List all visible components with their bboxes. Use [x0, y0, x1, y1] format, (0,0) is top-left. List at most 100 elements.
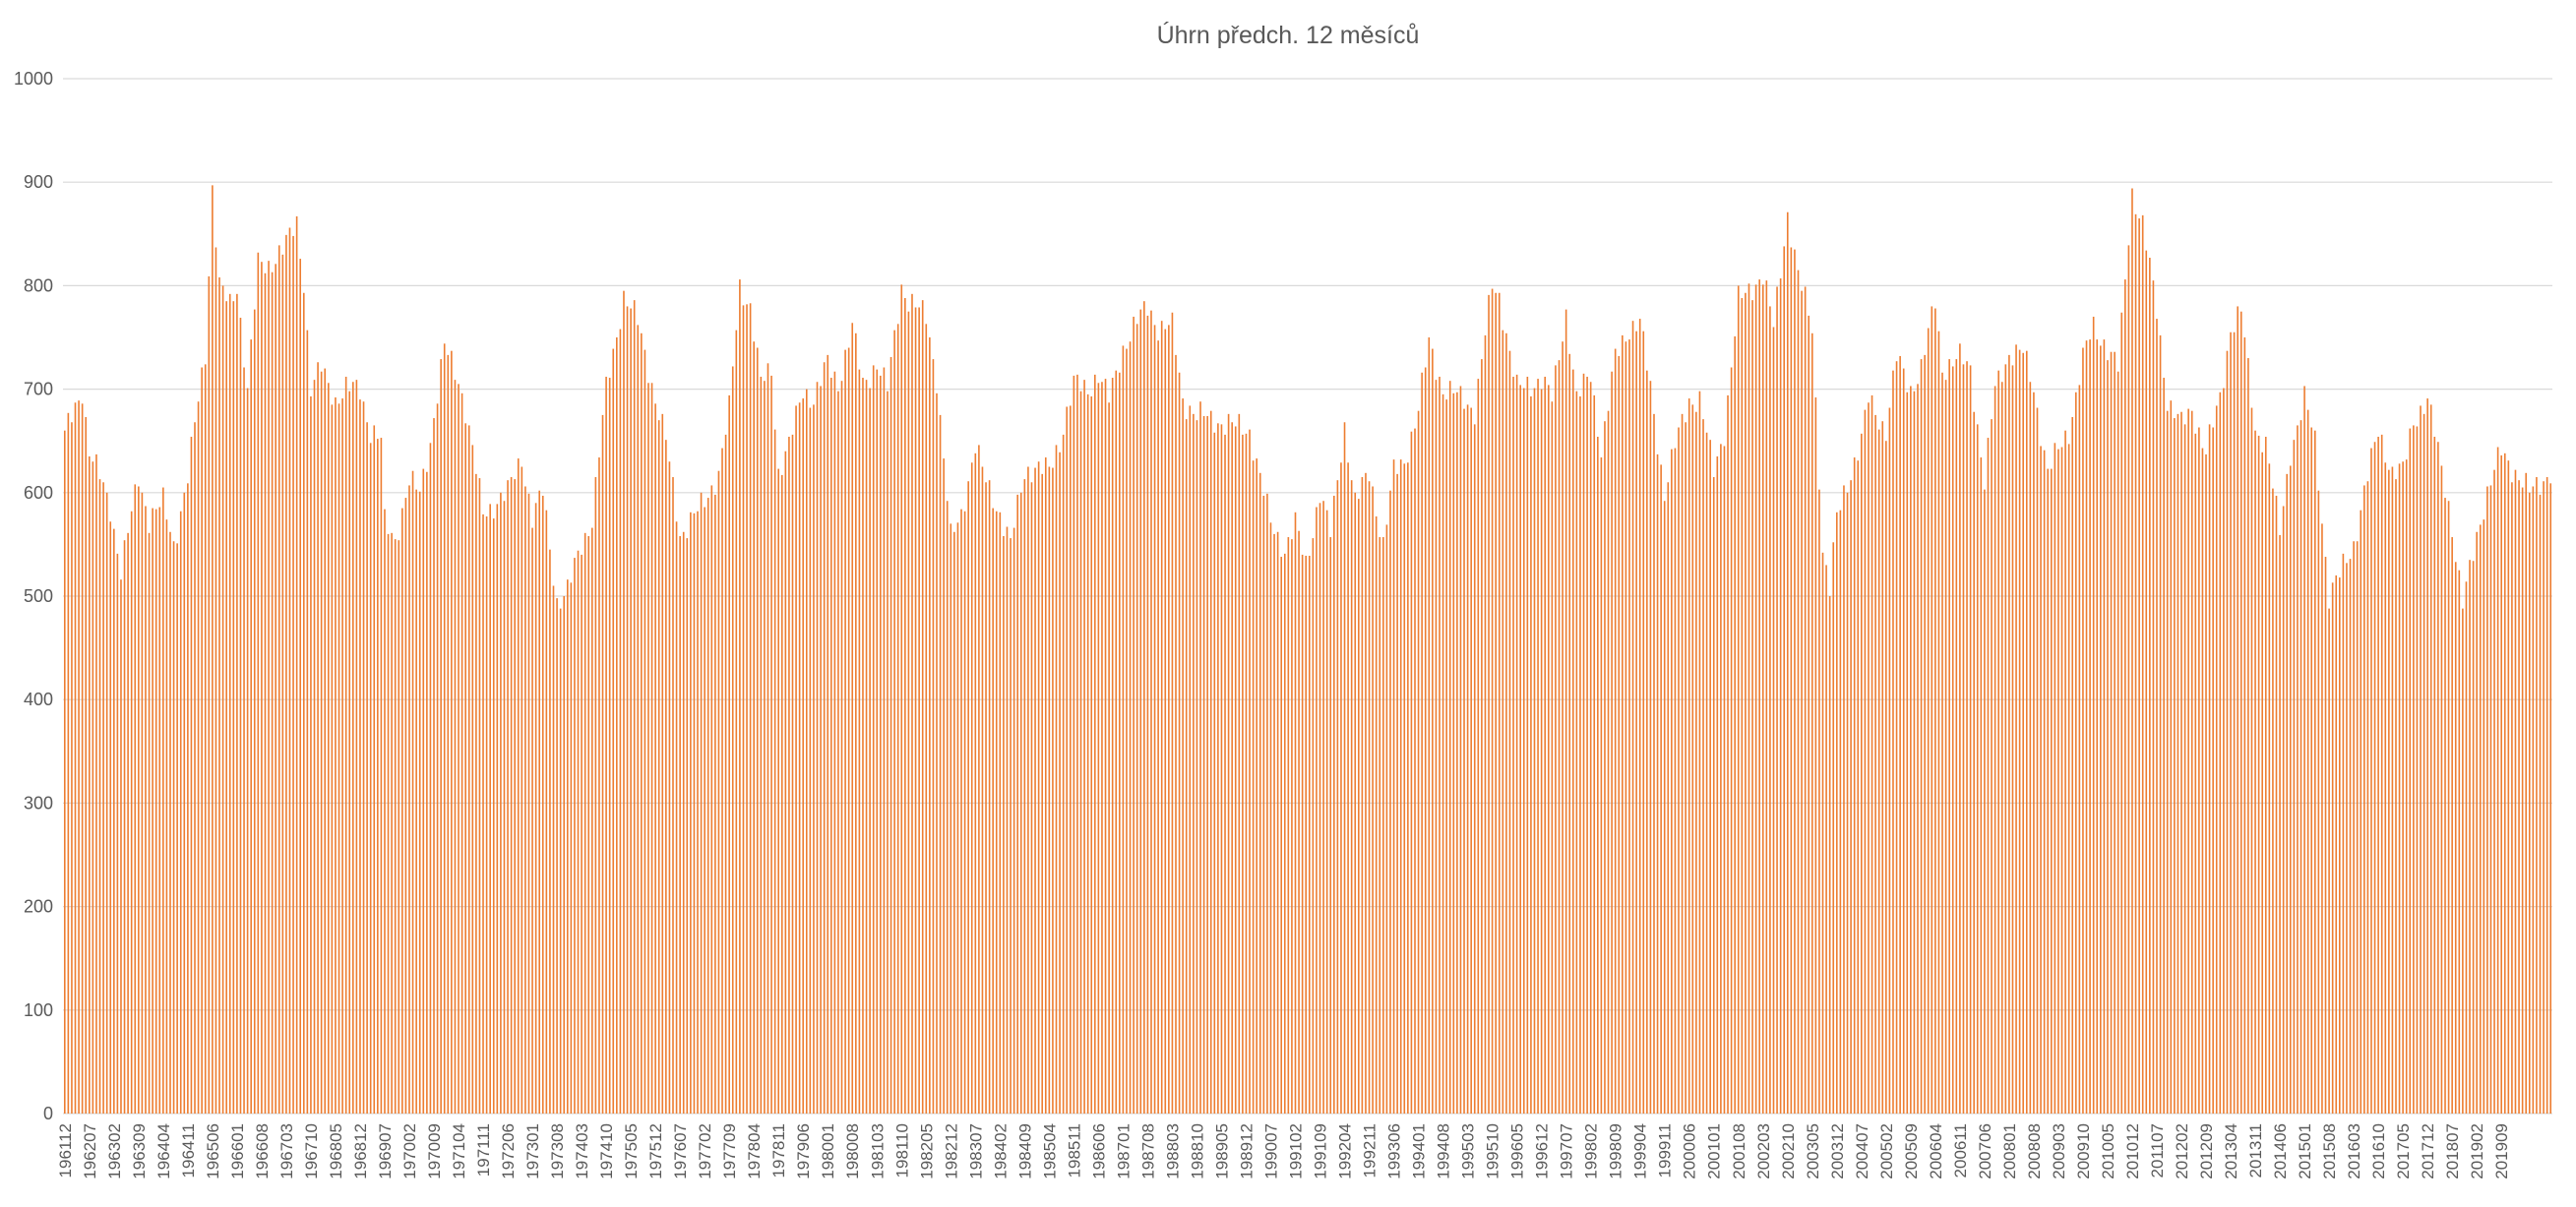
x-tick-label: 197308: [548, 1123, 567, 1179]
bar-200308: [1821, 552, 1824, 1114]
bar-196901: [362, 401, 365, 1115]
bar-201412: [2300, 420, 2302, 1114]
bar-199308: [1399, 459, 1402, 1114]
bar-201701: [2388, 469, 2390, 1114]
bar-201904: [2483, 519, 2485, 1114]
bar-198112: [907, 311, 910, 1114]
x-tick-label: 198905: [1212, 1123, 1231, 1179]
bar-198909: [1234, 426, 1237, 1115]
bar-196909: [391, 532, 393, 1114]
bar-200201: [1754, 284, 1757, 1115]
x-tick-label: 199510: [1484, 1123, 1503, 1179]
bar-196304: [120, 579, 122, 1114]
bar-196402: [154, 509, 157, 1114]
bar-200708: [1991, 419, 1993, 1114]
bar-198801: [1164, 329, 1167, 1115]
bar-196809: [348, 391, 351, 1114]
bar-197910: [816, 382, 819, 1114]
bar-197712: [739, 279, 741, 1115]
bar-199302: [1379, 537, 1381, 1114]
bar-198003: [833, 371, 836, 1115]
bar-196706: [295, 215, 298, 1115]
x-tick-label: 199911: [1656, 1123, 1675, 1177]
bar-198009: [855, 332, 857, 1114]
bar-201508: [2328, 608, 2330, 1114]
bar-196805: [335, 397, 337, 1114]
bar-201908: [2496, 447, 2499, 1114]
x-tick-label: 200604: [1927, 1123, 1945, 1179]
x-tick-label: 199809: [1607, 1123, 1625, 1179]
bar-201302: [2223, 388, 2225, 1114]
bar-197505: [630, 308, 632, 1114]
bar-200311: [1832, 542, 1835, 1114]
bar-197703: [706, 498, 709, 1114]
bar-199501: [1459, 386, 1462, 1114]
bar-197603: [665, 440, 667, 1114]
bar-201802: [2433, 436, 2436, 1114]
bar-199004: [1258, 472, 1261, 1114]
bar-201107: [2156, 319, 2158, 1114]
bar-199905: [1642, 331, 1645, 1114]
bar-196404: [162, 487, 164, 1114]
bar-199508: [1484, 334, 1487, 1114]
bar-201806: [2447, 501, 2450, 1115]
bar-197508: [641, 332, 643, 1114]
bar-201108: [2159, 334, 2162, 1114]
bar-200404: [1850, 480, 1852, 1114]
bar-197111: [482, 513, 484, 1114]
bar-196307: [130, 511, 133, 1114]
bar-201006: [2110, 351, 2113, 1115]
bar-200504: [1892, 370, 1894, 1114]
bar-200205: [1769, 306, 1771, 1114]
bar-199207: [1354, 492, 1357, 1114]
bar-196303: [116, 553, 119, 1114]
bar-200608: [1948, 359, 1950, 1115]
bar-198201: [911, 293, 913, 1114]
bar-197110: [478, 478, 481, 1114]
bar-199109: [1319, 503, 1321, 1114]
bar-200701: [1966, 361, 1968, 1114]
bar-198512: [1076, 374, 1078, 1114]
bar-198007: [847, 347, 850, 1114]
bar-201008: [2116, 371, 2119, 1115]
x-tick-label: 196710: [302, 1123, 321, 1179]
bar-201209: [2205, 453, 2207, 1114]
bar-200506: [1899, 355, 1901, 1114]
bar-198403: [1003, 535, 1005, 1114]
bar-198605: [1094, 374, 1096, 1114]
y-tick-label: 100: [24, 1000, 53, 1020]
bar-200011: [1705, 432, 1708, 1114]
bar-196708: [302, 292, 305, 1114]
bar-197311: [566, 579, 569, 1114]
bar-200303: [1804, 286, 1807, 1114]
bar-201002: [2096, 339, 2099, 1115]
bar-199009: [1276, 531, 1279, 1114]
bar-196603: [243, 367, 245, 1114]
bar-200309: [1825, 565, 1827, 1114]
bar-201602: [2349, 559, 2352, 1114]
bar-199505: [1473, 424, 1476, 1114]
bar-200212: [1794, 249, 1796, 1114]
x-tick-label: 198708: [1138, 1123, 1157, 1179]
bar-201007: [2114, 351, 2116, 1115]
bar-198011: [862, 378, 864, 1114]
bar-198811: [1199, 401, 1201, 1115]
bar-198901: [1206, 415, 1208, 1114]
x-tick-label: 198511: [1065, 1123, 1083, 1177]
bar-196305: [123, 540, 126, 1114]
bar-201911: [2507, 460, 2510, 1114]
bar-199306: [1392, 459, 1395, 1114]
bar-197807: [764, 381, 766, 1114]
bar-196208: [92, 461, 94, 1114]
x-tick-label: 201501: [2296, 1123, 2314, 1179]
x-tick-label: 197811: [769, 1123, 788, 1177]
bar-196505: [208, 275, 211, 1114]
x-tick-label: 198912: [1237, 1123, 1256, 1179]
bar-199507: [1481, 359, 1483, 1115]
bar-200401: [1839, 510, 1842, 1114]
bar-201502: [2306, 409, 2309, 1114]
bar-200903: [2057, 449, 2059, 1114]
bar-198102: [872, 365, 875, 1114]
bar-197601: [657, 420, 660, 1114]
bar-199001: [1249, 429, 1251, 1114]
